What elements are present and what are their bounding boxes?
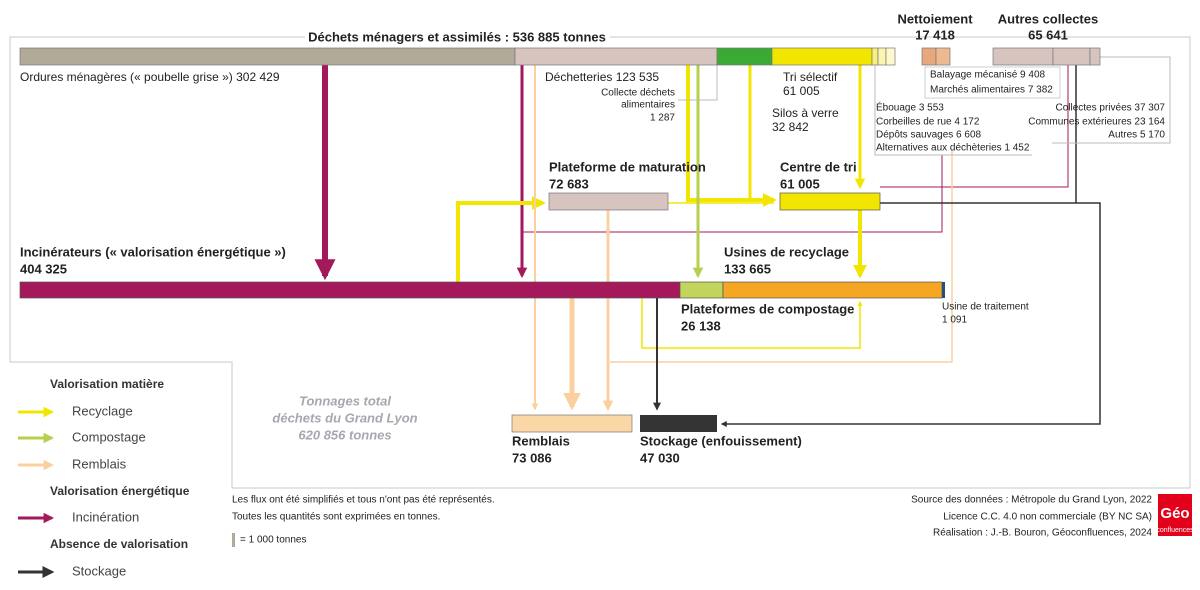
source-item: Collectes privées 37 307 — [1055, 103, 1165, 114]
facility-label: 404 325 — [20, 261, 67, 276]
total-note: déchets du Grand Lyon — [272, 410, 417, 425]
source-item: Dépôts sauvages 6 608 — [876, 130, 982, 141]
facility-label: Centre de tri — [780, 159, 857, 174]
facility-label: Stockage (enfouissement) — [640, 433, 802, 448]
source-bar — [514, 47, 718, 66]
source-title: Nettoiement — [897, 11, 973, 26]
legend-item: Incinération — [72, 509, 139, 524]
source-bar — [1089, 47, 1101, 66]
total-note: Tonnages total — [299, 393, 391, 408]
source-total: 65 641 — [1028, 27, 1068, 42]
source-title: Autres collectes — [998, 11, 1098, 26]
source-item: Balayage mécanisé 9 408 — [930, 70, 1046, 81]
flow — [1052, 56, 1171, 144]
total-note: 620 856 tonnes — [298, 427, 391, 442]
facility-bar — [942, 282, 945, 298]
logo-text: Géo — [1160, 505, 1189, 522]
source-bar — [992, 47, 1054, 66]
facility-bar — [19, 281, 681, 299]
flow — [720, 202, 1101, 427]
source-label: 61 005 — [783, 84, 820, 98]
facility-label: Remblais — [512, 433, 570, 448]
legend-title: Valorisation matière — [50, 377, 164, 391]
source-bar — [921, 47, 937, 66]
source-bar — [935, 47, 951, 66]
source-label: Tri sélectif — [783, 70, 838, 84]
facility-label: 1 091 — [942, 315, 967, 326]
source-item: Corbeilles de rue 4 172 — [876, 117, 980, 128]
source-bar — [871, 47, 879, 66]
legend-item: Compostage — [72, 429, 146, 444]
legend-title: Valorisation énergétique — [50, 484, 190, 498]
facility-bar — [679, 281, 724, 299]
legend-item: Stockage — [72, 563, 126, 578]
source-item: Marchés alimentaires 7 382 — [930, 85, 1053, 96]
source-bar — [19, 47, 516, 66]
flow — [874, 65, 1032, 156]
title-bg — [305, 29, 610, 47]
title: Déchets ménagers et assimilés : 536 885 … — [308, 29, 606, 44]
flow — [641, 298, 863, 349]
source-bar — [885, 47, 896, 66]
credit: Licence C.C. 4.0 non commerciale (BY NC … — [943, 512, 1152, 523]
facility-label: Plateformes de compostage — [681, 301, 854, 316]
scale-mark — [232, 533, 235, 547]
detail-box — [924, 66, 1061, 99]
legend-item: Remblais — [72, 456, 127, 471]
source-label: Ordures ménagères (« poubelle grise ») 3… — [20, 70, 280, 84]
facility-bar — [511, 414, 633, 433]
facility-label: 61 005 — [780, 176, 820, 191]
frame — [9, 36, 1191, 489]
source-item: Alternatives aux déchèteries 1 452 — [876, 143, 1030, 154]
flow — [678, 65, 718, 101]
facility-label: Usine de traitement — [942, 302, 1029, 313]
flow — [880, 65, 1069, 188]
facility-label: Incinérateurs (« valorisation énergétiqu… — [20, 244, 286, 259]
logo-text: confluences — [1156, 527, 1194, 534]
facility-bar — [722, 281, 943, 299]
flow — [610, 150, 953, 363]
source-label: 32 842 — [772, 120, 809, 134]
note: Toutes les quantités sont exprimées en t… — [232, 512, 440, 523]
source-item: Communes extérieures 23 164 — [1028, 117, 1165, 128]
flow — [522, 155, 943, 233]
facility-label: 72 683 — [549, 176, 589, 191]
source-bar — [1052, 47, 1091, 66]
source-total: 17 418 — [915, 27, 955, 42]
note: Les flux ont été simplifiés et tous n'on… — [232, 495, 495, 506]
legend-title: Absence de valorisation — [50, 537, 188, 551]
credit: Réalisation : J.-B. Bouron, Géoconfluenc… — [933, 528, 1152, 539]
source-bar — [771, 47, 873, 66]
source-label: Silos à verre — [772, 106, 839, 120]
source-label: 1 287 — [650, 113, 675, 124]
facility-label: Plateforme de maturation — [549, 159, 706, 174]
source-label: Déchetteries 123 535 — [545, 70, 659, 84]
source-label: alimentaires — [621, 100, 675, 111]
facility-label: Usines de recyclage — [724, 244, 849, 259]
facility-bar — [779, 192, 881, 211]
facility-label: 133 665 — [724, 261, 771, 276]
credit: Source des données : Métropole du Grand … — [911, 495, 1152, 506]
source-label: Collecte déchets — [601, 88, 675, 99]
facility-bar — [548, 192, 669, 211]
flow — [686, 65, 777, 207]
logo — [1158, 494, 1192, 536]
source-bar — [877, 47, 887, 66]
facility-label: 47 030 — [640, 450, 680, 465]
legend-item: Recyclage — [72, 403, 133, 418]
flow — [456, 196, 546, 282]
facility-label: 73 086 — [512, 450, 552, 465]
scale-label: = 1 000 tonnes — [240, 535, 306, 546]
source-bar — [716, 47, 773, 66]
facility-bar — [640, 415, 717, 432]
facility-label: 26 138 — [681, 318, 721, 333]
source-item: Ébouage 3 553 — [876, 101, 944, 114]
source-item: Autres 5 170 — [1108, 130, 1165, 141]
